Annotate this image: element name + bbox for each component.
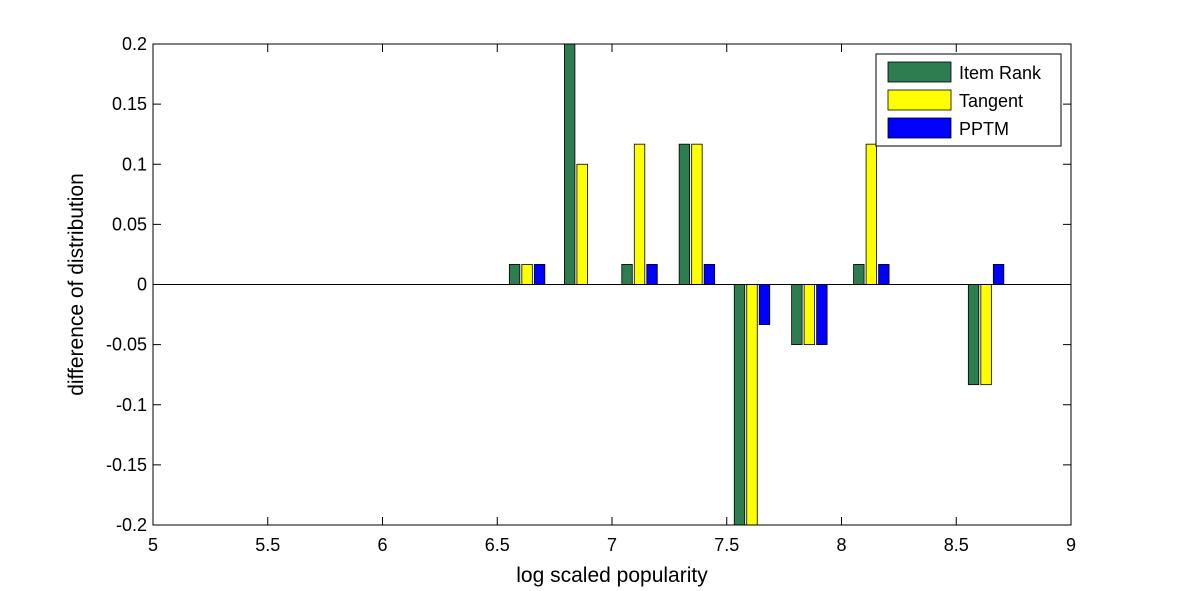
y-tick-label: 0.05	[112, 214, 147, 234]
bar-tangent-3	[691, 143, 703, 285]
bar-item-rank-4	[733, 284, 746, 526]
bar-pptm-0	[533, 264, 546, 285]
x-tick-label: 5.5	[255, 535, 280, 555]
bar-item-rank-0	[508, 264, 521, 285]
bar-pptm-6	[878, 264, 890, 285]
bar-tangent-6	[865, 143, 877, 285]
x-tick-label: 8.5	[944, 535, 969, 555]
x-tick-label: 7	[607, 535, 617, 555]
bar-pptm-4	[758, 284, 771, 325]
y-axis-label: difference of distribution	[65, 173, 88, 396]
x-tick-label: 5	[148, 535, 158, 555]
bar-pptm-3	[703, 264, 716, 285]
x-axis-ticks: 5 5.5 6 6.5 7 7.5 8 8.5 9	[148, 44, 1076, 555]
bar-tangent-1	[576, 163, 588, 285]
bar-tangent-7	[980, 284, 992, 386]
bar-tangent-4	[746, 284, 758, 526]
bar-item-rank-7	[967, 284, 980, 386]
bar-item-rank-6	[853, 264, 865, 285]
y-tick-label: 0.1	[122, 154, 147, 174]
bar-tangent-5	[803, 284, 816, 346]
x-tick-label: 7.5	[714, 535, 739, 555]
y-tick-label: -0.05	[106, 335, 147, 355]
x-tick-label: 6	[377, 535, 387, 555]
y-tick-label: 0.15	[112, 94, 147, 114]
legend-label: Item Rank	[959, 63, 1042, 83]
legend-swatch	[887, 61, 952, 83]
y-tick-label: -0.2	[116, 515, 147, 535]
legend-swatch	[887, 89, 952, 111]
x-axis-label: log scaled popularity	[516, 564, 708, 587]
x-tick-label: 9	[1066, 535, 1076, 555]
y-tick-label: 0.2	[122, 34, 147, 54]
legend-label: PPTM	[959, 119, 1009, 139]
bar-pptm-7	[992, 264, 1005, 285]
bar-item-rank-5	[791, 284, 803, 346]
y-tick-label: -0.1	[116, 395, 147, 415]
bar-item-rank-2	[621, 264, 633, 285]
bar-pptm-5	[816, 284, 828, 346]
bar-tangent-2	[633, 143, 646, 285]
bar-item-rank-3	[678, 143, 691, 285]
y-tick-label: 0	[137, 275, 147, 295]
legend-swatch	[887, 117, 952, 139]
x-tick-label: 6.5	[485, 535, 510, 555]
y-axis-ticks: -0.2 -0.15 -0.1 -0.05 0 0.05 0.1 0.15 0.2	[106, 34, 1071, 535]
legend: Item Rank Tangent PPTM	[875, 53, 1062, 147]
x-tick-label: 8	[836, 535, 846, 555]
bar-tangent-0	[521, 264, 533, 285]
legend-label: Tangent	[959, 91, 1023, 111]
bar-item-rank-1	[564, 43, 576, 285]
y-tick-label: -0.15	[106, 455, 147, 475]
bar-pptm-2	[646, 264, 658, 285]
